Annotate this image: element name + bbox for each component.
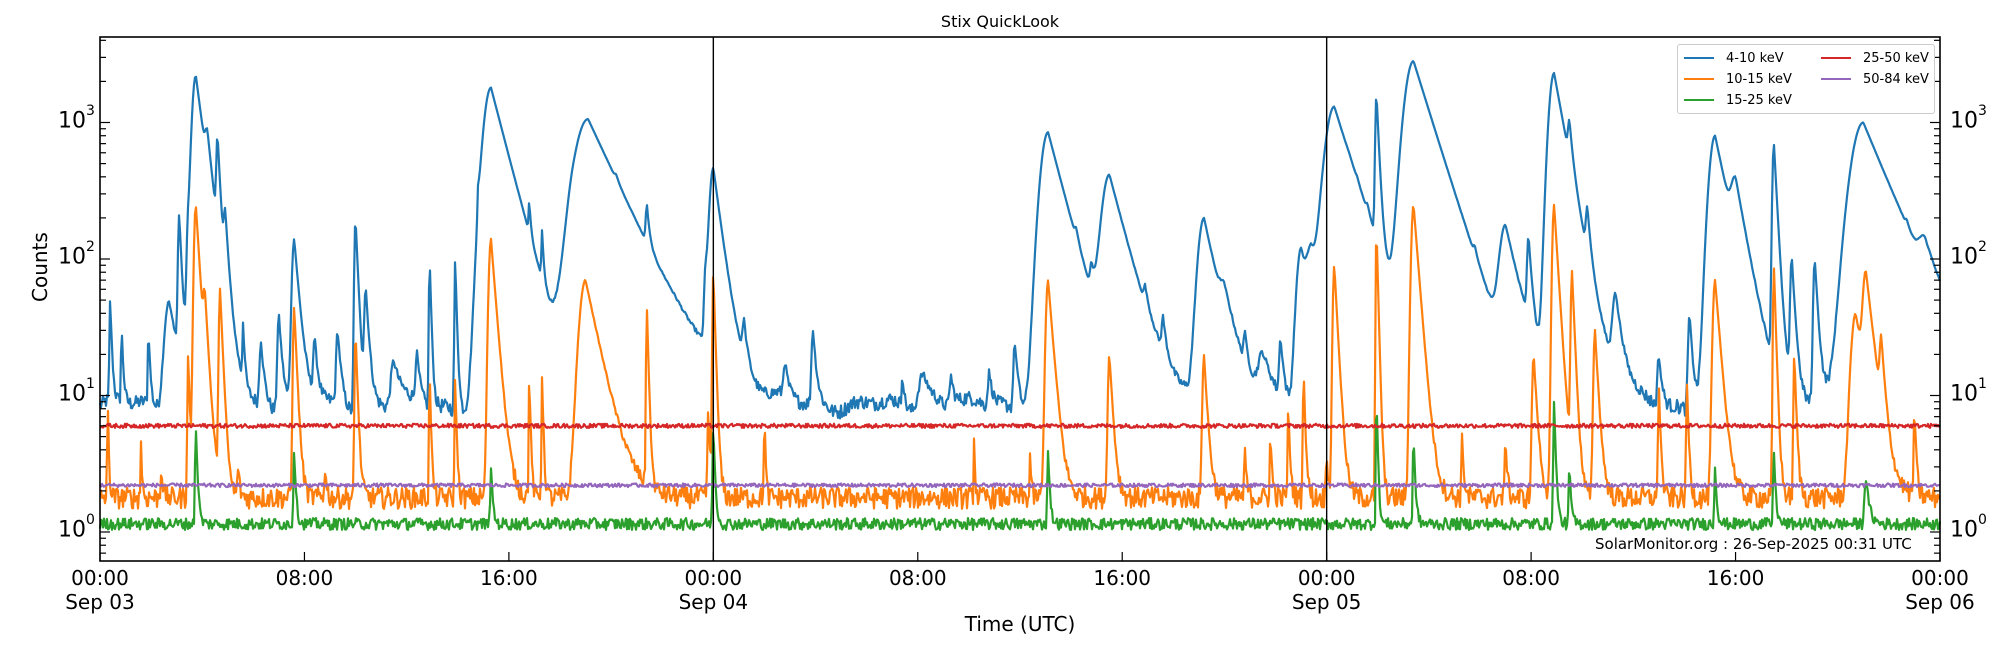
legend-swatch-blue (1684, 57, 1714, 59)
x-axis-label: Time (UTC) (964, 612, 1076, 636)
legend-label: 25-50 keV (1863, 50, 1929, 66)
x-tick-label: 16:00 (1062, 566, 1182, 590)
x-tick-time: 00:00 (684, 566, 743, 590)
chart-title: Stix QuickLook (940, 12, 1060, 31)
x-tick-label: 16:00 (1676, 566, 1796, 590)
x-tick-label: 00:00 Sep 06 (1880, 566, 2000, 614)
series-line-25-50kev (99, 422, 1941, 429)
x-tick-label: 16:00 (449, 566, 569, 590)
x-tick-time: 08:00 (275, 566, 334, 590)
legend-swatch-red (1821, 57, 1851, 59)
x-tick-label: 00:00 Sep 04 (653, 566, 773, 614)
x-tick-date: Sep 06 (1905, 590, 1975, 614)
series-line-50-84kev (99, 482, 1941, 489)
legend-swatch-green (1684, 99, 1714, 101)
x-tick-label: 00:00 Sep 03 (40, 566, 160, 614)
series-line-10-15kev (99, 203, 1941, 510)
y-tick-label-left: 100 (58, 512, 95, 543)
x-tick-time: 08:00 (888, 566, 947, 590)
series-layer (98, 60, 1942, 532)
legend-label: 10-15 keV (1726, 71, 1792, 87)
legend-item-4-10kev: 4-10 keV (1684, 49, 1784, 67)
y-tick-label-left: 102 (58, 239, 95, 270)
legend-item-10-15kev: 10-15 keV (1684, 70, 1792, 88)
x-tick-time: 16:00 (1093, 566, 1152, 590)
series-line-15-25kev (98, 400, 1942, 532)
x-tick-time: 00:00 (1297, 566, 1356, 590)
legend-label: 4-10 keV (1726, 50, 1784, 66)
x-tick-label: 08:00 (858, 566, 978, 590)
y-tick-label-right: 100 (1950, 512, 1987, 543)
legend-item-15-25kev: 15-25 keV (1684, 91, 1792, 109)
x-tick-time: 16:00 (1706, 566, 1765, 590)
y-tick-label-left: 101 (58, 375, 95, 406)
x-tick-time: 00:00 (71, 566, 129, 590)
y-tick-label-right: 102 (1950, 239, 1987, 270)
legend: 4-10 keV 10-15 keV 15-25 keV 25-50 keV 5… (1677, 44, 1935, 114)
axes-frame (99, 36, 1941, 562)
x-tick-date: Sep 05 (1291, 590, 1362, 614)
legend-label: 15-25 keV (1726, 92, 1792, 108)
x-tick-time: 00:00 (1911, 566, 1969, 590)
x-tick-label: 08:00 (244, 566, 364, 590)
legend-item-25-50kev: 25-50 keV (1821, 49, 1929, 67)
x-tick-label: 00:00 Sep 05 (1267, 566, 1387, 614)
x-tick-time: 08:00 (1502, 566, 1560, 590)
y-tick-label-right: 101 (1950, 375, 1987, 406)
axes (99, 36, 1941, 562)
watermark: SolarMonitor.org : 26-Sep-2025 00:31 UTC (1595, 535, 1912, 553)
y-tick-label-left: 103 (58, 102, 95, 133)
x-tick-date: Sep 04 (678, 590, 749, 614)
legend-swatch-orange (1684, 78, 1714, 80)
legend-swatch-purple (1821, 78, 1851, 80)
legend-item-50-84kev: 50-84 keV (1821, 70, 1929, 88)
legend-label: 50-84 keV (1863, 71, 1929, 87)
series-line-4-10kev (98, 60, 1942, 420)
x-tick-date: Sep 03 (65, 590, 135, 614)
y-tick-label-right: 103 (1950, 102, 1987, 133)
x-tick-time: 16:00 (480, 566, 538, 590)
x-tick-label: 08:00 (1471, 566, 1591, 590)
